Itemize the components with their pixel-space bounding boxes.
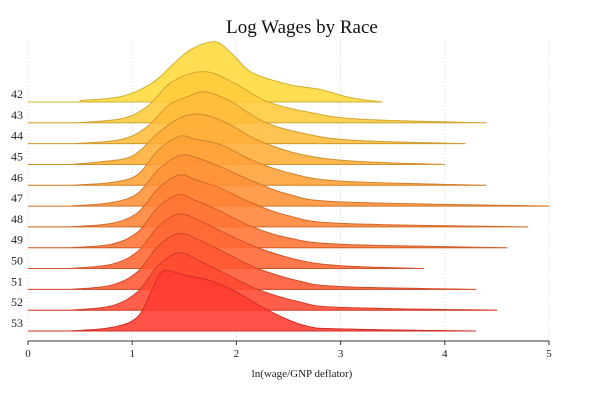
x-tick-label: 3 bbox=[338, 348, 344, 360]
x-tick-label: 1 bbox=[129, 348, 135, 360]
category-labels: 42 43 44 45 46 47 48 49 50 51 52 53 bbox=[11, 87, 23, 330]
category-label: 45 bbox=[11, 150, 23, 164]
category-label: 51 bbox=[11, 274, 23, 288]
category-label: 53 bbox=[11, 316, 23, 330]
x-axis-title: ln(wage/GNP deflator) bbox=[252, 368, 353, 380]
category-label: 42 bbox=[11, 87, 23, 101]
ridge-49 bbox=[28, 193, 508, 249]
x-tick-label: 4 bbox=[442, 348, 448, 360]
x-tick-label: 2 bbox=[234, 348, 240, 360]
category-label: 44 bbox=[11, 129, 23, 143]
category-label: 43 bbox=[11, 108, 23, 122]
ridge-52 bbox=[28, 252, 497, 311]
ridge-53 bbox=[28, 269, 477, 332]
ridge-45 bbox=[28, 113, 445, 165]
chart-title: Log Wages by Race bbox=[226, 17, 378, 38]
category-label: 46 bbox=[11, 170, 23, 184]
category-label: 52 bbox=[11, 295, 23, 309]
ridge-51 bbox=[28, 232, 477, 290]
ridge-44 bbox=[28, 91, 466, 145]
category-label: 50 bbox=[11, 254, 23, 268]
category-label: 49 bbox=[11, 233, 23, 247]
ridge-43 bbox=[28, 71, 487, 124]
x-tick-label: 5 bbox=[546, 348, 552, 360]
x-axis: 0 1 2 3 4 5 bbox=[25, 340, 552, 360]
x-tick-label: 0 bbox=[25, 348, 31, 360]
category-label: 48 bbox=[11, 212, 23, 226]
ridges bbox=[28, 41, 550, 332]
ridge-50 bbox=[28, 213, 425, 269]
ridge-46 bbox=[28, 135, 487, 186]
category-label: 47 bbox=[11, 191, 23, 205]
